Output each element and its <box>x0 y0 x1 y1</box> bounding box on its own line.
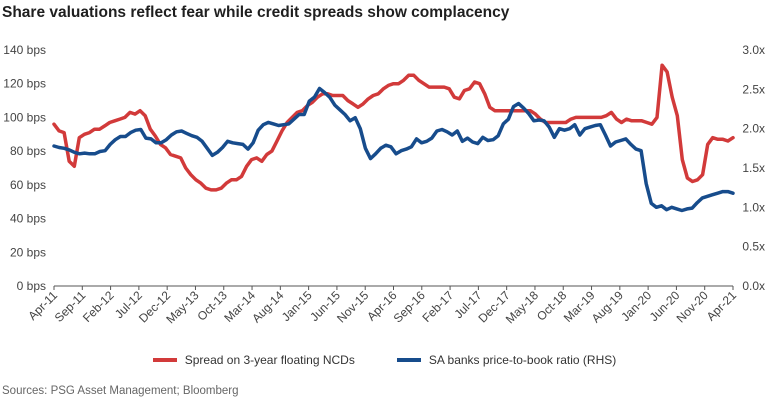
y-left-tick-label: 100 bps <box>3 110 46 124</box>
legend-swatch-ratio <box>396 358 421 362</box>
line-chart: 0 bps 20 bps 40 bps 60 bps 80 bps 100 bps 120 … <box>3 43 765 326</box>
source-note: Sources: PSG Asset Management; Bloomberg <box>2 385 239 397</box>
legend-item-ratio: SA banks price-to-book ratio (RHS) <box>396 353 617 367</box>
y-left-tick-label: 60 bps <box>10 178 46 192</box>
series-line-price-to-book <box>52 86 735 213</box>
x-tick-label: Aug-14 <box>249 288 286 325</box>
x-tick-label: Jan-15 <box>279 288 315 324</box>
y-left-tick-label: 80 bps <box>10 144 46 158</box>
y-right-tick-label: 1.5x <box>742 161 765 175</box>
y-left-tick-label: 120 bps <box>3 77 46 91</box>
y-left-tick-label: 0 bps <box>17 279 46 293</box>
left-axis-ticks: 0 bps 20 bps 40 bps 60 bps 80 bps 100 bps 120 … <box>3 43 46 293</box>
y-right-tick-label: 2.0x <box>742 122 765 136</box>
x-tick-label: Feb-17 <box>419 288 456 325</box>
x-tick-label: Feb-12 <box>80 288 117 325</box>
x-tick-label: Jan-20 <box>618 288 654 324</box>
x-tick-label: May-13 <box>163 288 201 326</box>
legend-label-spread: Spread on 3-year floating NCDs <box>184 353 355 367</box>
series-lines <box>52 63 735 213</box>
y-right-tick-label: 3.0x <box>742 43 765 57</box>
x-tick-label: Apr-21 <box>704 288 740 324</box>
y-left-tick-label: 140 bps <box>3 43 46 57</box>
x-tick-label: Sep-16 <box>391 288 428 325</box>
legend-swatch-spread <box>152 358 177 362</box>
x-tick-label: Nov-20 <box>674 288 711 325</box>
y-right-tick-label: 0.5x <box>742 240 765 254</box>
x-tick-label: Aug-19 <box>589 288 626 325</box>
y-left-tick-label: 20 bps <box>10 245 46 259</box>
legend-label-ratio: SA banks price-to-book ratio (RHS) <box>428 353 617 367</box>
series-line-spread <box>52 63 735 192</box>
legend-item-spread: Spread on 3-year floating NCDs <box>152 353 355 367</box>
y-right-tick-label: 0.0x <box>742 279 765 293</box>
x-tick-label: May-18 <box>503 288 541 326</box>
y-right-tick-label: 1.0x <box>742 200 765 214</box>
y-right-tick-label: 2.5x <box>742 82 765 96</box>
chart-legend: Spread on 3-year floating NCDs SA banks … <box>0 353 769 367</box>
y-left-tick-label: 40 bps <box>10 212 46 226</box>
chart-title: Share valuations reflect fear while cred… <box>2 4 510 21</box>
x-axis-ticks: Apr-11Sep-11Feb-12Jul-12Dec-12May-13Oct-… <box>25 286 739 326</box>
x-tick-label: Nov-15 <box>334 288 371 325</box>
right-axis-ticks: 0.0x 0.5x 1.0x 1.5x 2.0x 2.5x 3.0x <box>742 43 765 293</box>
